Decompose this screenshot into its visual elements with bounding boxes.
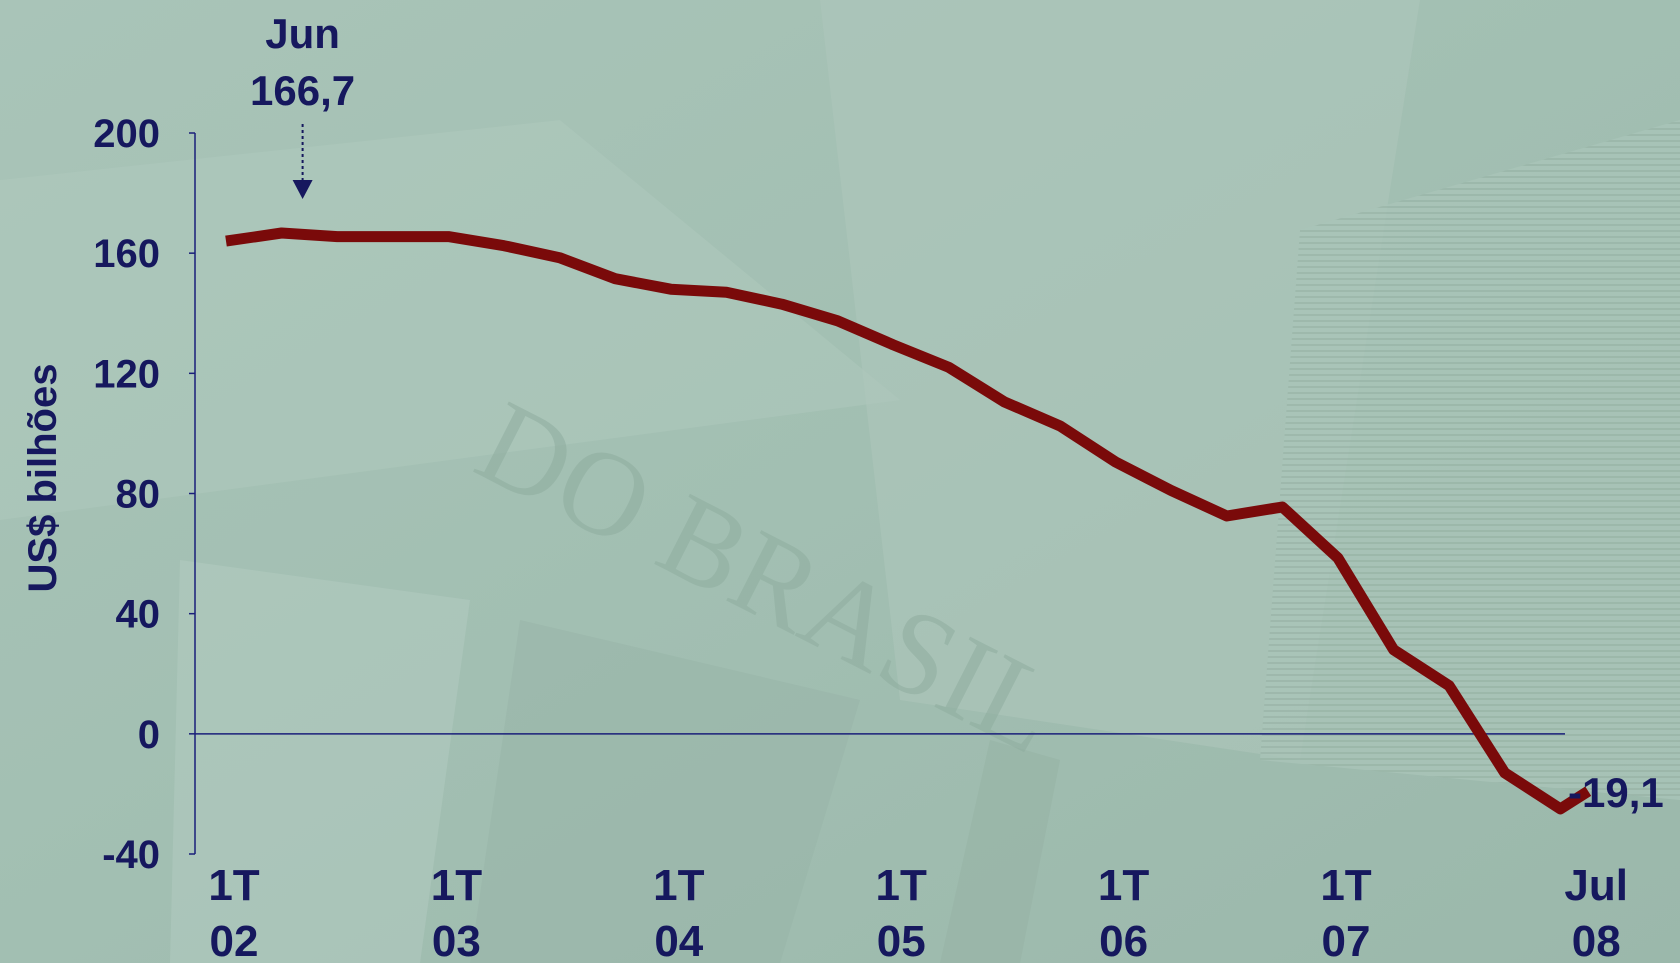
peak-arrow-head [292, 180, 313, 199]
end-value-label: -19,1 [1568, 769, 1664, 816]
series-group [225, 227, 1592, 815]
peak-annotation-month: Jun [265, 10, 340, 57]
x-tick-label: Jul 08 [1564, 861, 1628, 963]
x-tick-label-line2: 08 [1572, 917, 1621, 963]
x-tick-label-line2: 03 [432, 917, 481, 963]
x-tick-label-line1: Jul [1564, 861, 1628, 910]
y-tick-label: 80 [116, 473, 161, 517]
y-tick-label: 0 [138, 713, 160, 757]
y-tick-label: 120 [93, 352, 160, 396]
x-tick-label-line1: 1T [876, 861, 927, 910]
y-tick-label: -40 [102, 833, 160, 877]
x-tick-label-line2: 07 [1322, 917, 1371, 963]
y-tick-label: 200 [93, 112, 160, 156]
y-tick-labels: 200 160 120 80 40 0 -40 [93, 112, 195, 877]
y-axis-label: US$ bilhões [21, 364, 65, 593]
x-tick-label-line2: 04 [654, 917, 703, 963]
x-tick-label-line2: 05 [877, 917, 926, 963]
x-tick-label-line1: 1T [653, 861, 704, 910]
peak-annotation-value: 166,7 [250, 67, 355, 114]
peak-annotation: Jun 166,7 [250, 10, 355, 199]
y-tick-label: 160 [93, 232, 160, 276]
x-tick-label-line1: 1T [431, 861, 482, 910]
x-tick-label-line2: 02 [210, 917, 259, 963]
x-tick-label-line1: 1T [1320, 861, 1371, 910]
series-line [225, 227, 1592, 815]
x-tick-label-line1: 1T [1098, 861, 1149, 910]
x-tick-label-line2: 06 [1099, 917, 1148, 963]
annotations: Jun 166,7 -19,1 [250, 10, 1664, 816]
y-tick-label: 40 [116, 593, 161, 637]
x-tick-label-line1: 1T [208, 861, 259, 910]
